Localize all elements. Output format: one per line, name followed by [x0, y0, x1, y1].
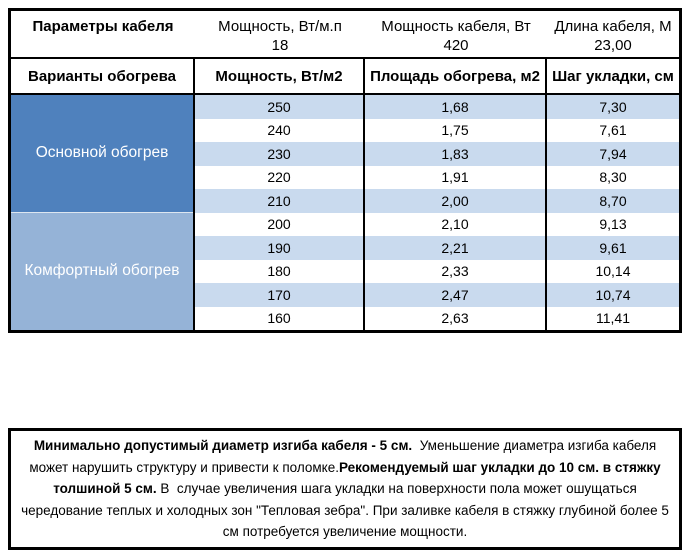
cell-power: 170	[267, 286, 291, 303]
group-cell-main-heating: Основной обогрев	[11, 95, 193, 213]
installation-note: Минимально допустимый диаметр изгиба каб…	[8, 428, 682, 550]
cell-power: 190	[267, 239, 291, 256]
cell-area: 2,10	[363, 212, 545, 236]
cable-params-section: Параметры кабеля Мощность, Вт/м.п Мощнос…	[11, 11, 679, 59]
param-spacer	[11, 37, 195, 57]
table-row: 200 2,10 9,13	[195, 212, 679, 236]
table-row: 230 1,83 7,94	[195, 142, 679, 166]
param-label-power-per-m: Мощность, Вт/м.п	[218, 17, 342, 35]
table-row: 220 1,91 8,30	[195, 165, 679, 189]
note-text-bold: Минимально допустимый диаметр изгиба каб…	[33, 438, 413, 453]
cell-power: 250	[267, 98, 291, 115]
cable-spec-table: Параметры кабеля Мощность, Вт/м.п Мощнос…	[8, 8, 682, 333]
cell-step: 8,70	[545, 189, 679, 213]
column-header-power: Мощность, Вт/м2	[193, 59, 363, 93]
cell-step: 11,41	[545, 306, 679, 330]
cell-step: 9,61	[545, 236, 679, 260]
cell-area: 1,75	[363, 118, 545, 142]
table-row: 240 1,75 7,61	[195, 118, 679, 142]
heating-table-header-row: Варианты обогрева Мощность, Вт/м2 Площад…	[11, 59, 679, 95]
cell-step: 7,61	[545, 118, 679, 142]
params-title: Параметры кабеля	[32, 17, 174, 35]
cell-area: 2,63	[363, 306, 545, 330]
column-header-variants: Варианты обогрева	[28, 67, 176, 85]
table-row: 180 2,33 10,14	[195, 259, 679, 283]
cell-area: 2,47	[363, 283, 545, 307]
column-header-area: Площадь обогрева, м2	[363, 59, 545, 93]
cell-step: 10,14	[545, 259, 679, 283]
cell-power: 220	[267, 169, 291, 186]
cell-power: 240	[267, 122, 291, 139]
cell-power: 230	[267, 145, 291, 162]
column-header-step: Шаг укладки, см	[545, 59, 679, 93]
cell-area: 1,91	[363, 165, 545, 189]
table-row: 210 2,00 8,70	[195, 189, 679, 213]
table-row: 170 2,47 10,74	[195, 283, 679, 307]
param-value-power-per-m: 18	[271, 37, 289, 54]
cell-step: 8,30	[545, 165, 679, 189]
cell-area: 2,33	[363, 259, 545, 283]
cell-area: 2,21	[363, 236, 545, 260]
cell-power: 180	[267, 263, 291, 280]
cell-power: 210	[267, 192, 291, 209]
cell-area: 1,68	[363, 95, 545, 119]
cell-step: 9,13	[545, 212, 679, 236]
note-text-bold: Рекомендуемый шаг укладки до 10 см. в ст…	[53, 459, 665, 497]
group-cell-comfort-heating: Комфортный обогрев	[11, 212, 193, 330]
cell-power: 200	[267, 216, 291, 233]
heating-table-body: Основной обогрев Комфортный обогрев 250 …	[11, 95, 679, 330]
param-value-cable-length: 23,00	[594, 37, 632, 54]
cell-step: 7,94	[545, 142, 679, 166]
data-rows-column: 250 1,68 7,30 240 1,75 7,61 230 1,83 7,9…	[195, 95, 679, 330]
table-row: 190 2,21 9,61	[195, 236, 679, 260]
cell-power: 160	[267, 310, 291, 327]
table-row: 160 2,63 11,41	[195, 306, 679, 330]
table-row: 250 1,68 7,30	[195, 95, 679, 119]
note-text: В случае увеличения шага укладки на пове…	[21, 481, 673, 539]
param-value-cable-power: 420	[443, 37, 469, 54]
cell-step: 10,74	[545, 283, 679, 307]
param-label-cable-length: Длина кабеля, М	[554, 17, 672, 35]
cell-area: 2,00	[363, 189, 545, 213]
cell-area: 1,83	[363, 142, 545, 166]
variants-group-column: Основной обогрев Комфортный обогрев	[11, 95, 195, 330]
cell-step: 7,30	[545, 95, 679, 119]
note-text: Уменьшение диаметра изгиба кабеля может …	[29, 438, 660, 475]
param-label-cable-power: Мощность кабеля, Вт	[381, 17, 531, 35]
